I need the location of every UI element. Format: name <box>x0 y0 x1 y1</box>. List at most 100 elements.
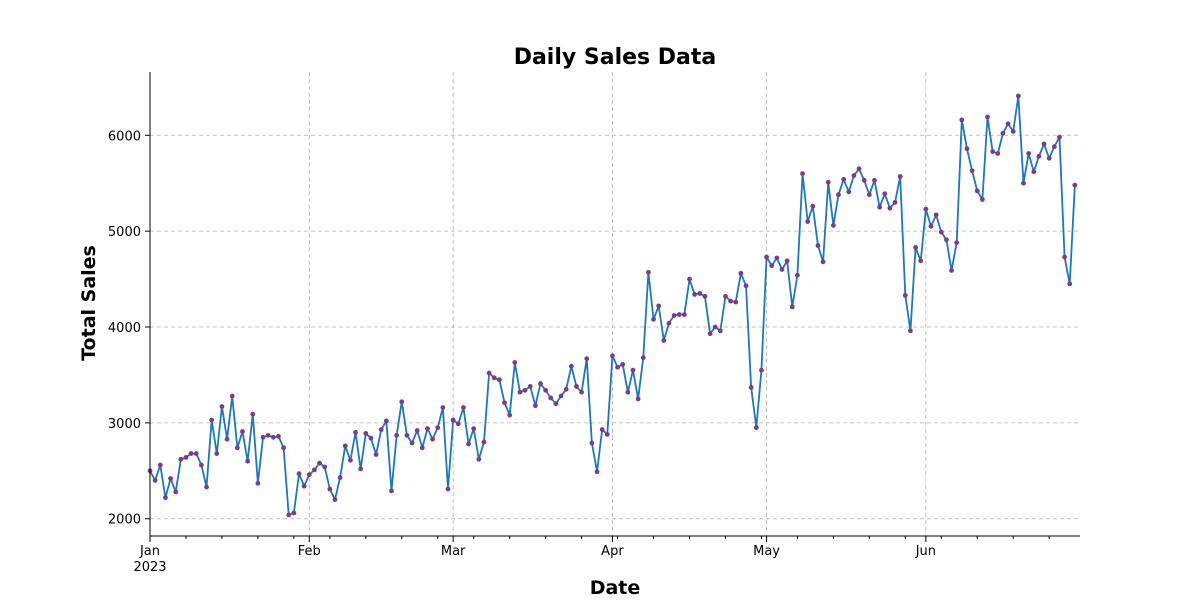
data-point <box>882 191 888 197</box>
data-point <box>651 316 656 322</box>
data-point <box>897 174 903 179</box>
grid <box>149 72 1080 536</box>
data-point <box>286 512 292 518</box>
data-point <box>630 367 636 373</box>
data-point <box>872 177 877 183</box>
data-point <box>270 434 276 440</box>
y-tick-label: 4000 <box>108 321 141 336</box>
data-point <box>676 312 682 317</box>
data-point <box>666 320 672 326</box>
data-point <box>1046 155 1052 161</box>
data-point <box>558 393 564 399</box>
data-point <box>985 114 990 120</box>
data-point <box>245 458 251 464</box>
data-point <box>723 293 728 299</box>
data-point <box>250 411 256 417</box>
data-point <box>1067 281 1073 287</box>
data-point <box>476 456 482 462</box>
data-point <box>229 393 235 399</box>
data-point <box>620 362 626 367</box>
data-point <box>414 428 420 433</box>
data-point <box>455 421 461 427</box>
data-point <box>445 486 451 492</box>
data-point <box>168 476 173 481</box>
data-point <box>306 472 312 478</box>
data-point <box>517 389 523 395</box>
data-point <box>173 489 179 495</box>
data-point <box>830 222 836 228</box>
data-point <box>543 387 549 393</box>
x-tick-label: Feb <box>298 544 321 559</box>
data-point <box>301 483 307 489</box>
data-point <box>404 432 410 438</box>
data-point <box>440 405 446 410</box>
y-tick-label: 3000 <box>108 417 141 432</box>
data-point <box>599 427 605 432</box>
data-point <box>1051 144 1057 150</box>
data-point <box>430 436 435 442</box>
data-point <box>1010 129 1016 134</box>
data-point <box>810 203 816 209</box>
data-point <box>610 353 615 359</box>
data-point <box>322 464 328 470</box>
data-point <box>635 396 641 402</box>
data-point <box>1000 130 1006 136</box>
data-point <box>224 436 230 442</box>
data-point <box>949 268 954 273</box>
data-point <box>327 486 333 492</box>
data-point <box>866 192 872 198</box>
data-point <box>152 478 158 483</box>
data-point <box>738 270 744 276</box>
data-point <box>856 166 862 172</box>
data-point <box>296 471 302 477</box>
data-point <box>717 328 723 334</box>
data-point <box>625 389 631 395</box>
chart-title: Daily Sales Data <box>514 45 717 70</box>
data-point <box>512 360 518 365</box>
data-point <box>681 312 687 317</box>
data-point <box>836 192 841 198</box>
data-point <box>938 229 944 235</box>
data-point <box>491 375 497 381</box>
data-point <box>409 440 415 446</box>
data-point <box>733 299 739 305</box>
data-point <box>260 434 266 440</box>
data-point <box>435 425 441 431</box>
data-point <box>383 418 389 424</box>
data-point <box>419 445 425 451</box>
data-point <box>1057 134 1062 140</box>
data-point <box>877 204 883 210</box>
data-point <box>337 475 343 480</box>
data-point <box>198 462 204 468</box>
data-point <box>748 385 754 390</box>
data-point <box>825 179 831 185</box>
data-point <box>918 258 924 264</box>
data-point <box>861 177 867 183</box>
data-point <box>204 484 209 490</box>
data-point <box>461 405 466 410</box>
data-point <box>1062 254 1067 260</box>
x-axis-label: Date <box>590 577 641 599</box>
data-point <box>615 364 620 370</box>
data-point <box>312 467 317 473</box>
data-point <box>502 400 507 406</box>
data-point <box>687 276 692 282</box>
data-point <box>538 381 543 386</box>
data-point <box>944 237 949 243</box>
data-point <box>584 356 590 362</box>
data-point <box>795 272 800 278</box>
data-point <box>353 430 358 435</box>
data-point <box>707 331 713 337</box>
data-point <box>507 412 513 418</box>
data-point <box>913 245 918 250</box>
data-point <box>157 462 163 468</box>
data-point <box>846 189 852 195</box>
data-point <box>1015 93 1021 99</box>
data-point <box>548 395 554 401</box>
data-point <box>928 223 934 229</box>
data-point <box>399 399 405 405</box>
data-point <box>378 427 384 432</box>
data-point <box>450 417 456 423</box>
data-point <box>969 168 975 174</box>
